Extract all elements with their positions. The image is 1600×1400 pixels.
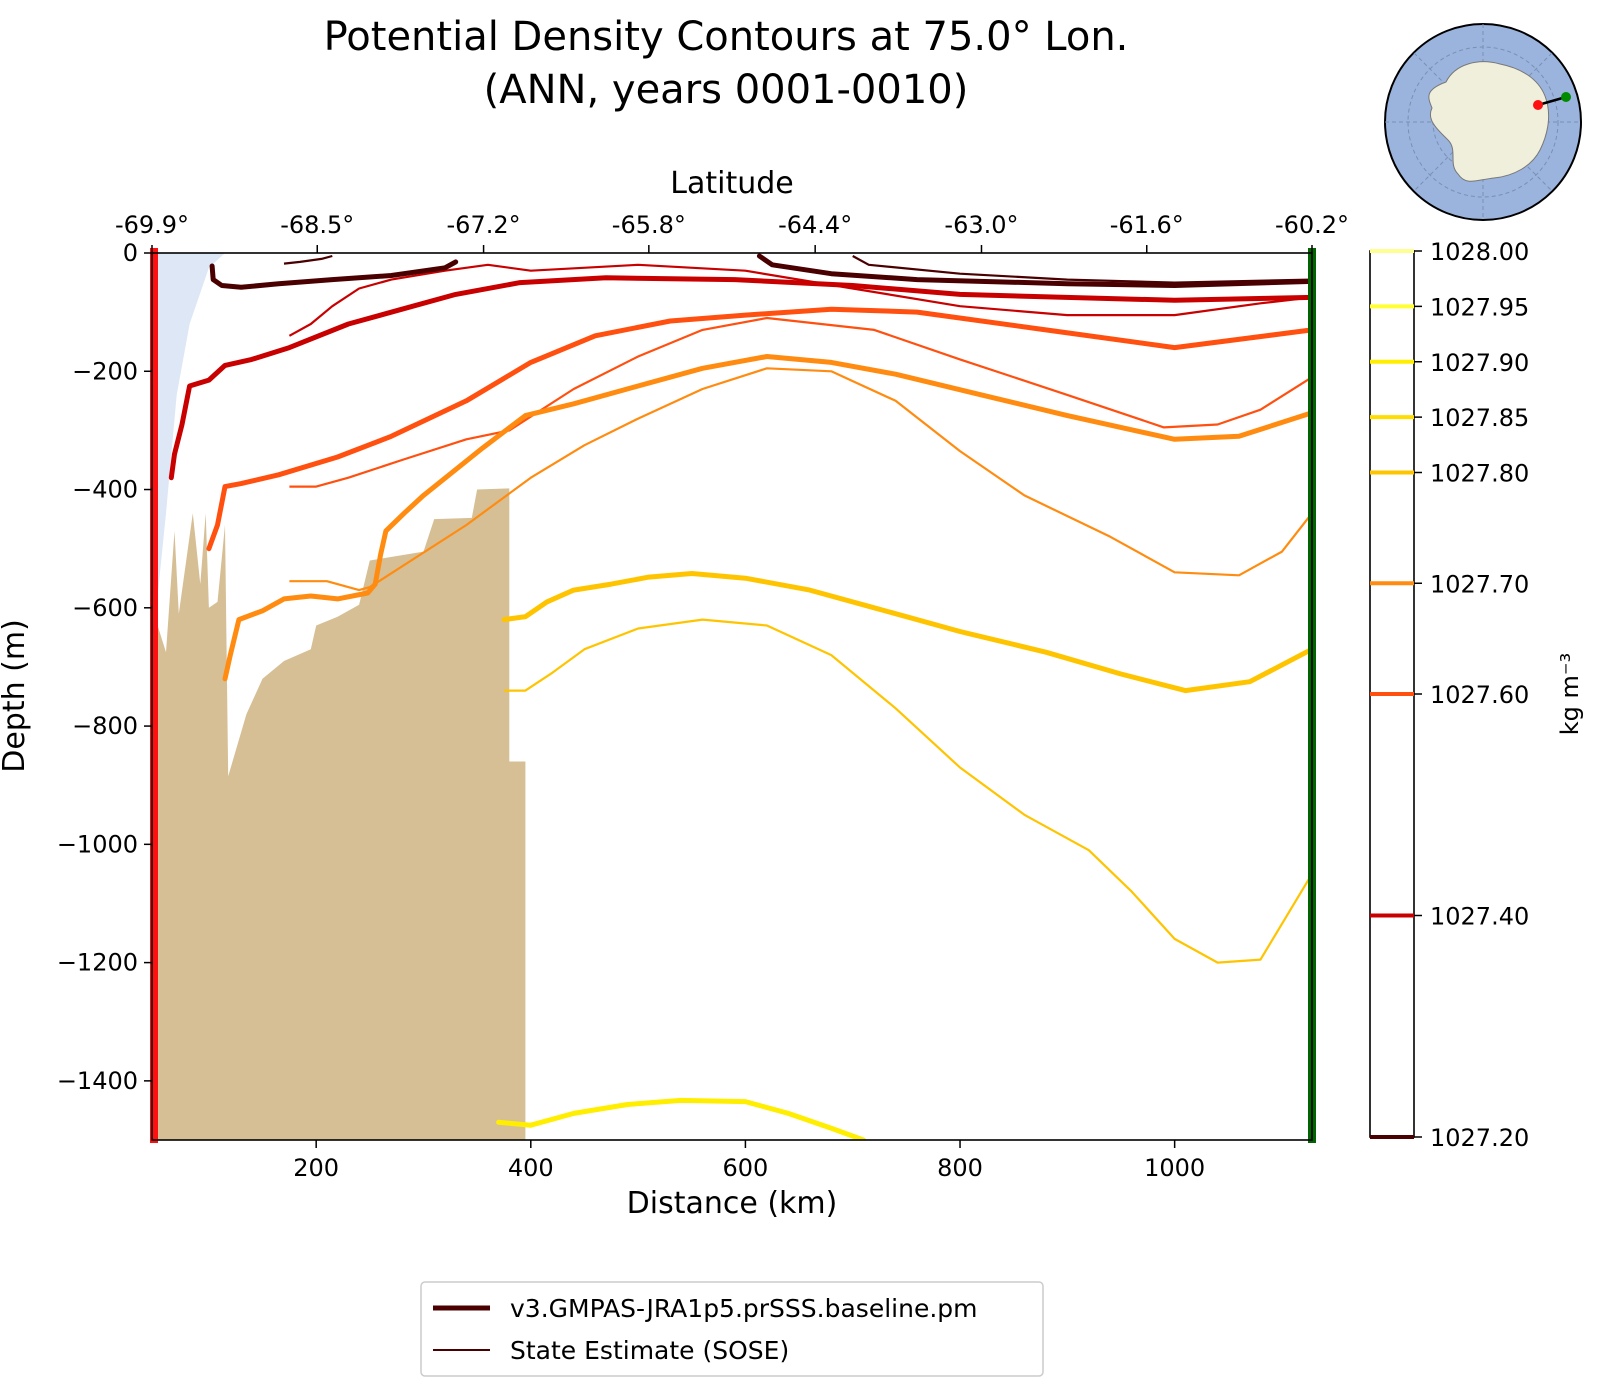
sose-contour-1027.6	[289, 316, 1312, 488]
chart-title-line1: Potential Density Contours at 75.0° Lon.	[324, 14, 1129, 60]
legend: v3.GMPAS-JRA1p5.prSSS.baseline.pm State …	[420, 1281, 1044, 1377]
y-tick-label: −800	[72, 712, 138, 740]
top-latitude-axis: -69.9° -68.5° -67.2° -65.8° -64.4° -63.0° -61.…	[115, 211, 1349, 253]
legend-box	[420, 1281, 1044, 1377]
y-tick-label: −1200	[57, 949, 138, 977]
x-tick-label: 400	[508, 1154, 554, 1182]
chart-title-line2: (ANN, years 0001-0010)	[484, 67, 969, 113]
top-tick-label: -63.0°	[944, 211, 1018, 239]
inset-section-end-point	[1561, 92, 1571, 102]
colorbar-tick-label: 1028.00	[1430, 238, 1529, 266]
y-tick-label: −1000	[57, 830, 138, 858]
model-contour-1027.4	[168, 275, 1312, 481]
y-axis-label: Depth (m)	[0, 619, 32, 773]
top-tick-label: -61.6°	[1110, 211, 1184, 239]
colorbar-tick-label: 1027.70	[1430, 570, 1529, 598]
plot-frame	[151, 252, 1313, 1141]
seafloor-bathymetry	[152, 488, 526, 1140]
inset-location-map	[1384, 23, 1582, 221]
inset-section-start-point	[1533, 100, 1543, 110]
ice-shelf-region	[152, 253, 225, 620]
colorbar-tick-label: 1027.80	[1430, 460, 1529, 488]
top-tick-label: -68.5°	[280, 211, 354, 239]
y-tick-label: 0	[123, 239, 138, 267]
top-tick-label: -65.8°	[612, 211, 686, 239]
model-contour-1027.6	[206, 306, 1312, 552]
section-start-marker	[150, 248, 158, 1143]
y-tick-label: −600	[72, 594, 138, 622]
colorbar-tick-label: 1027.60	[1430, 681, 1529, 709]
colorbar-tick-label: 1027.90	[1430, 349, 1529, 377]
sose-contour-1027.8	[504, 618, 1312, 964]
plot-area	[150, 248, 1316, 1143]
x-tick-label: 600	[723, 1154, 769, 1182]
colorbar-tick-label: 1027.40	[1430, 903, 1529, 931]
colorbar-label: kg m⁻³	[1556, 653, 1584, 735]
top-axis-label: Latitude	[670, 166, 793, 201]
model-contour-1027.2	[756, 253, 1312, 288]
y-axis: 0 −200 −400 −600 −800 −1000 −1200 −1400	[57, 239, 152, 1095]
x-tick-label: 200	[293, 1154, 339, 1182]
legend-label-model: v3.GMPAS-JRA1p5.prSSS.baseline.pm	[510, 1294, 978, 1323]
model-contour-1027.9	[496, 1097, 866, 1140]
top-tick-label: -67.2°	[447, 211, 521, 239]
y-tick-label: −1400	[57, 1067, 138, 1095]
sose-contour-1027.2	[852, 255, 1312, 284]
x-tick-label: 1000	[1144, 1154, 1205, 1182]
top-tick-label: -64.4°	[778, 211, 852, 239]
top-tick-label: -69.9°	[115, 211, 189, 239]
legend-label-sose: State Estimate (SOSE)	[510, 1336, 789, 1365]
sose-contour-1027.4	[288, 263, 1312, 337]
colorbar-tick-label: 1027.20	[1430, 1124, 1529, 1152]
x-axis-label: Distance (km)	[627, 1186, 838, 1221]
model-contour-1027.8	[501, 571, 1312, 694]
y-tick-label: −400	[72, 476, 138, 504]
colorbar-tick-label: 1027.95	[1430, 293, 1529, 321]
model-contour-1027.7	[222, 354, 1312, 682]
model-contour-1027.2	[209, 259, 459, 290]
sose-contour-1027.2	[283, 254, 333, 265]
inset-antarctica	[1428, 61, 1550, 182]
y-tick-label: −200	[72, 357, 138, 385]
model-contours	[168, 253, 1312, 1140]
x-tick-label: 800	[937, 1154, 983, 1182]
colorbar: 1028.00 1027.95 1027.90 1027.85 1027.80 1027.…	[1369, 238, 1529, 1152]
top-tick-label: -60.2°	[1275, 211, 1349, 239]
x-axis: 200 400 600 800 1000	[293, 1140, 1205, 1182]
colorbar-tick-label: 1027.85	[1430, 404, 1529, 432]
